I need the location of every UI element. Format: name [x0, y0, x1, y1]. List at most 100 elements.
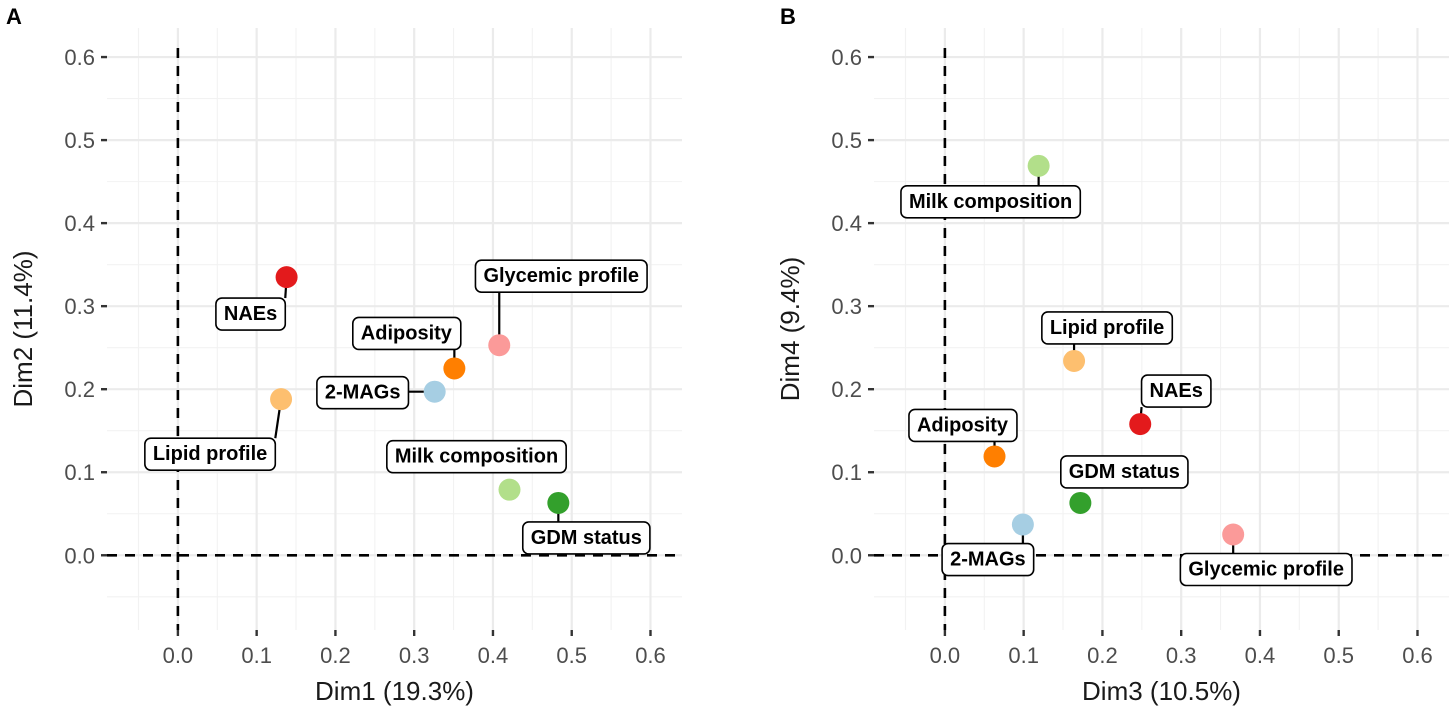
y-tick-label: 0.5 — [64, 128, 95, 153]
y-axis-title: Dim4 (9.4%) — [775, 257, 805, 401]
y-tick-label: 0.0 — [64, 543, 95, 568]
y-tick-label: 0.4 — [831, 211, 862, 236]
data-point-group: Lipid profile — [144, 388, 293, 471]
data-point-group: Glycemic profile — [474, 259, 648, 357]
y-axis-title: Dim2 (11.4%) — [8, 250, 38, 407]
x-tick-label: 0.0 — [930, 643, 961, 668]
label-box — [1041, 311, 1174, 345]
y-tick-label: 0.5 — [831, 128, 862, 153]
data-point — [1063, 349, 1086, 372]
x-tick-label: 0.1 — [1008, 643, 1039, 668]
x-tick-label: 0.4 — [478, 643, 509, 668]
point-label: Adiposity — [352, 316, 462, 351]
data-point-group: GDM status — [1060, 455, 1189, 514]
y-tick-label: 0.3 — [64, 294, 95, 319]
point-label: Lipid profile — [1041, 311, 1174, 345]
label-box — [1060, 455, 1189, 489]
point-label: 2-MAGs — [941, 542, 1035, 577]
x-tick-label: 0.1 — [241, 643, 272, 668]
data-point-group: Lipid profile — [1041, 311, 1174, 372]
data-point — [488, 334, 511, 357]
data-point-group: Glycemic profile — [1179, 523, 1353, 587]
y-tick-label: 0.2 — [64, 377, 95, 402]
label-box — [941, 542, 1035, 577]
label-box — [521, 521, 651, 555]
label-box — [908, 408, 1018, 443]
data-point — [1222, 523, 1245, 546]
x-axis-title: Dim1 (19.3%) — [315, 676, 474, 706]
point-label-text: Lipid profile — [153, 443, 267, 465]
data-point — [1129, 413, 1152, 436]
y-tick-label: 0.6 — [64, 45, 95, 70]
point-label-text: NAEs — [1150, 380, 1203, 402]
data-point-group: GDM status — [521, 491, 651, 555]
data-point-group: NAEs — [1129, 374, 1212, 436]
data-point-group: Adiposity — [352, 316, 466, 380]
y-tick-label: 0.6 — [831, 45, 862, 70]
data-point — [443, 357, 466, 380]
data-point — [1011, 513, 1034, 536]
y-tick-label: 0.2 — [831, 377, 862, 402]
data-point-group: Adiposity — [908, 408, 1018, 468]
point-label-text: NAEs — [224, 303, 277, 325]
label-box — [316, 375, 410, 410]
x-tick-label: 0.3 — [1166, 643, 1197, 668]
y-tick-label: 0.0 — [831, 543, 862, 568]
label-box — [474, 259, 648, 293]
point-label-text: Adiposity — [361, 322, 453, 344]
label-box — [1140, 374, 1212, 408]
x-tick-label: 0.6 — [635, 643, 666, 668]
point-label: NAEs — [215, 297, 287, 331]
point-label: Milk composition — [900, 185, 1082, 219]
label-box — [900, 185, 1082, 219]
data-point — [498, 478, 521, 501]
panel-b: B 0.0 0.1 0.2 0.3 0.4 0.5 0.6 0.0 0.1 0.2 0.3 0.4 0.5… — [775, 4, 1449, 706]
point-label: Glycemic profile — [474, 259, 648, 293]
data-point-group: NAEs — [215, 266, 298, 331]
point-label: Milk composition — [386, 439, 567, 474]
point-label-text: 2-MAGs — [950, 549, 1026, 571]
label-box — [386, 439, 567, 474]
x-tick-label: 0.3 — [399, 643, 430, 668]
x-tick-label: 0.0 — [163, 643, 194, 668]
point-label-text: Glycemic profile — [483, 265, 639, 287]
data-point-group: 2-MAGs — [316, 375, 446, 410]
data-point — [983, 445, 1006, 468]
data-point — [1069, 491, 1092, 514]
point-label-text: GDM status — [1069, 461, 1180, 483]
point-label-text: GDM status — [531, 527, 642, 549]
point-label: GDM status — [1060, 455, 1189, 489]
point-label-text: Milk composition — [395, 446, 558, 468]
y-tick-label: 0.1 — [64, 460, 95, 485]
point-label: Glycemic profile — [1179, 552, 1353, 587]
point-label-text: 2-MAGs — [325, 382, 401, 404]
point-label-text: Lipid profile — [1050, 317, 1164, 339]
point-label: 2-MAGs — [316, 375, 410, 410]
data-point-group: Milk composition — [386, 439, 567, 501]
y-tick-label: 0.4 — [64, 211, 95, 236]
panel-letter: B — [780, 4, 796, 29]
data-point — [1027, 154, 1050, 177]
point-label: NAEs — [1140, 374, 1212, 408]
point-label-text: Adiposity — [917, 414, 1009, 436]
x-tick-label: 0.2 — [320, 643, 351, 668]
point-label-text: Glycemic profile — [1188, 559, 1344, 581]
x-tick-label: 0.6 — [1402, 643, 1433, 668]
x-tick-label: 0.2 — [1087, 643, 1118, 668]
point-label-text: Milk composition — [909, 191, 1072, 213]
point-label: Lipid profile — [144, 437, 277, 471]
x-tick-label: 0.5 — [1323, 643, 1354, 668]
data-point — [275, 266, 298, 289]
y-tick-label: 0.3 — [831, 294, 862, 319]
point-label: GDM status — [521, 521, 651, 555]
label-box — [1179, 552, 1353, 587]
data-point — [270, 388, 293, 411]
data-point-group: 2-MAGs — [941, 513, 1035, 577]
x-tick-label: 0.4 — [1245, 643, 1276, 668]
x-tick-label: 0.5 — [556, 643, 587, 668]
y-tick-label: 0.1 — [831, 460, 862, 485]
data-point — [423, 380, 446, 403]
label-box — [144, 437, 277, 471]
panel-a: A 0.0 0.1 0.2 0.3 0.4 0.5 0.6 0.0 0.1 0.2 0.3 0.4 0.5… — [6, 4, 682, 706]
